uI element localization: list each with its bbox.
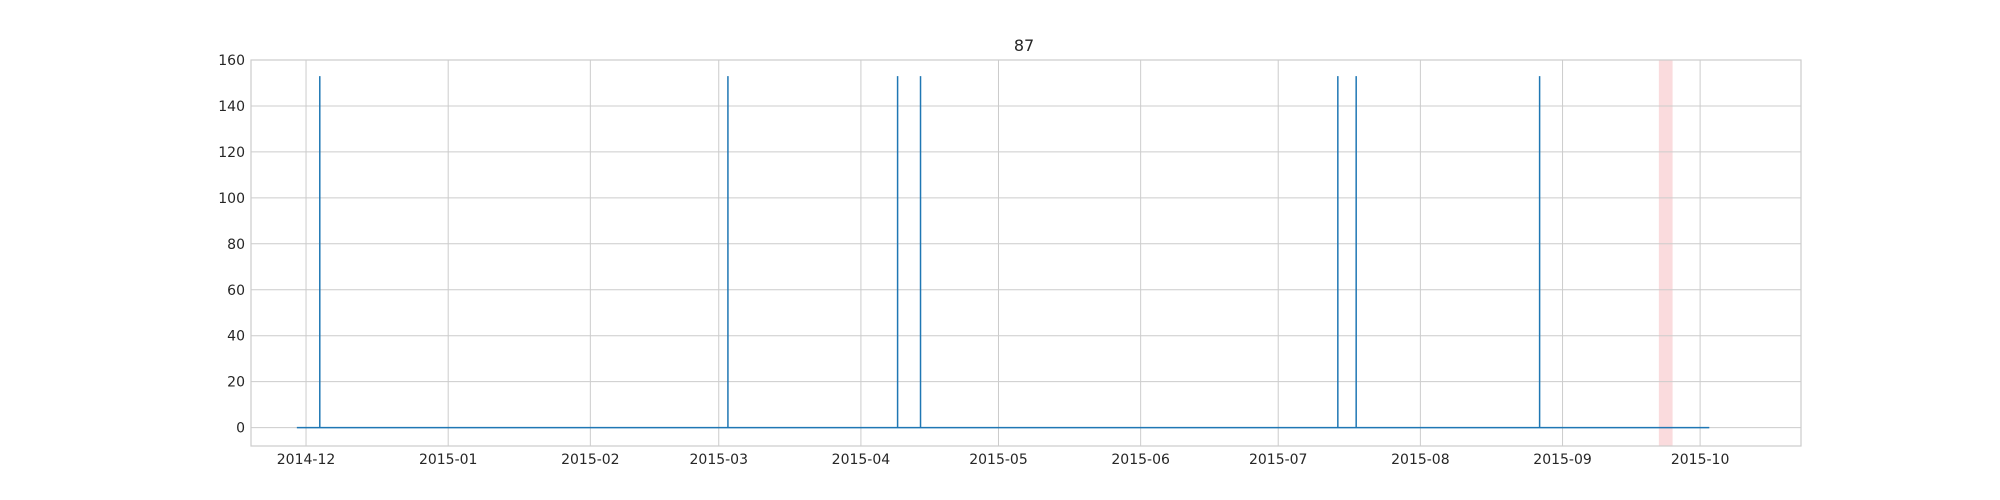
y-tick-label: 100 <box>218 191 245 207</box>
plot-frame <box>250 59 1802 447</box>
x-tick-label: 2015-07 <box>1249 452 1308 468</box>
y-tick-label: 0 <box>236 421 245 437</box>
x-tick-label: 2015-04 <box>832 452 891 468</box>
x-tick-label: 2015-03 <box>690 452 749 468</box>
x-tick-label: 2015-02 <box>561 452 620 468</box>
chart-title: 87 <box>1014 36 1034 55</box>
x-tick-label: 2015-09 <box>1533 452 1592 468</box>
shaded-region <box>1658 60 1673 446</box>
y-tick-label: 60 <box>227 283 245 299</box>
plot-area: 2014-12 2015-01 2015-02 2015-03 2015-04 2015-… <box>218 53 1802 468</box>
y-tick-label: 140 <box>218 99 245 115</box>
y-tick-label: 120 <box>218 145 245 161</box>
x-tick-label: 2015-01 <box>419 452 478 468</box>
y-tick-label: 160 <box>218 53 245 69</box>
x-tick-label: 2015-06 <box>1111 452 1170 468</box>
y-tick-label: 20 <box>227 375 245 391</box>
x-tick-label: 2015-05 <box>969 452 1028 468</box>
x-tick-label: 2014-12 <box>277 452 336 468</box>
x-tick-label: 2015-10 <box>1671 452 1730 468</box>
x-tick-label: 2015-08 <box>1391 452 1450 468</box>
y-tick-label: 40 <box>227 329 245 345</box>
y-tick-label: 80 <box>227 237 245 253</box>
